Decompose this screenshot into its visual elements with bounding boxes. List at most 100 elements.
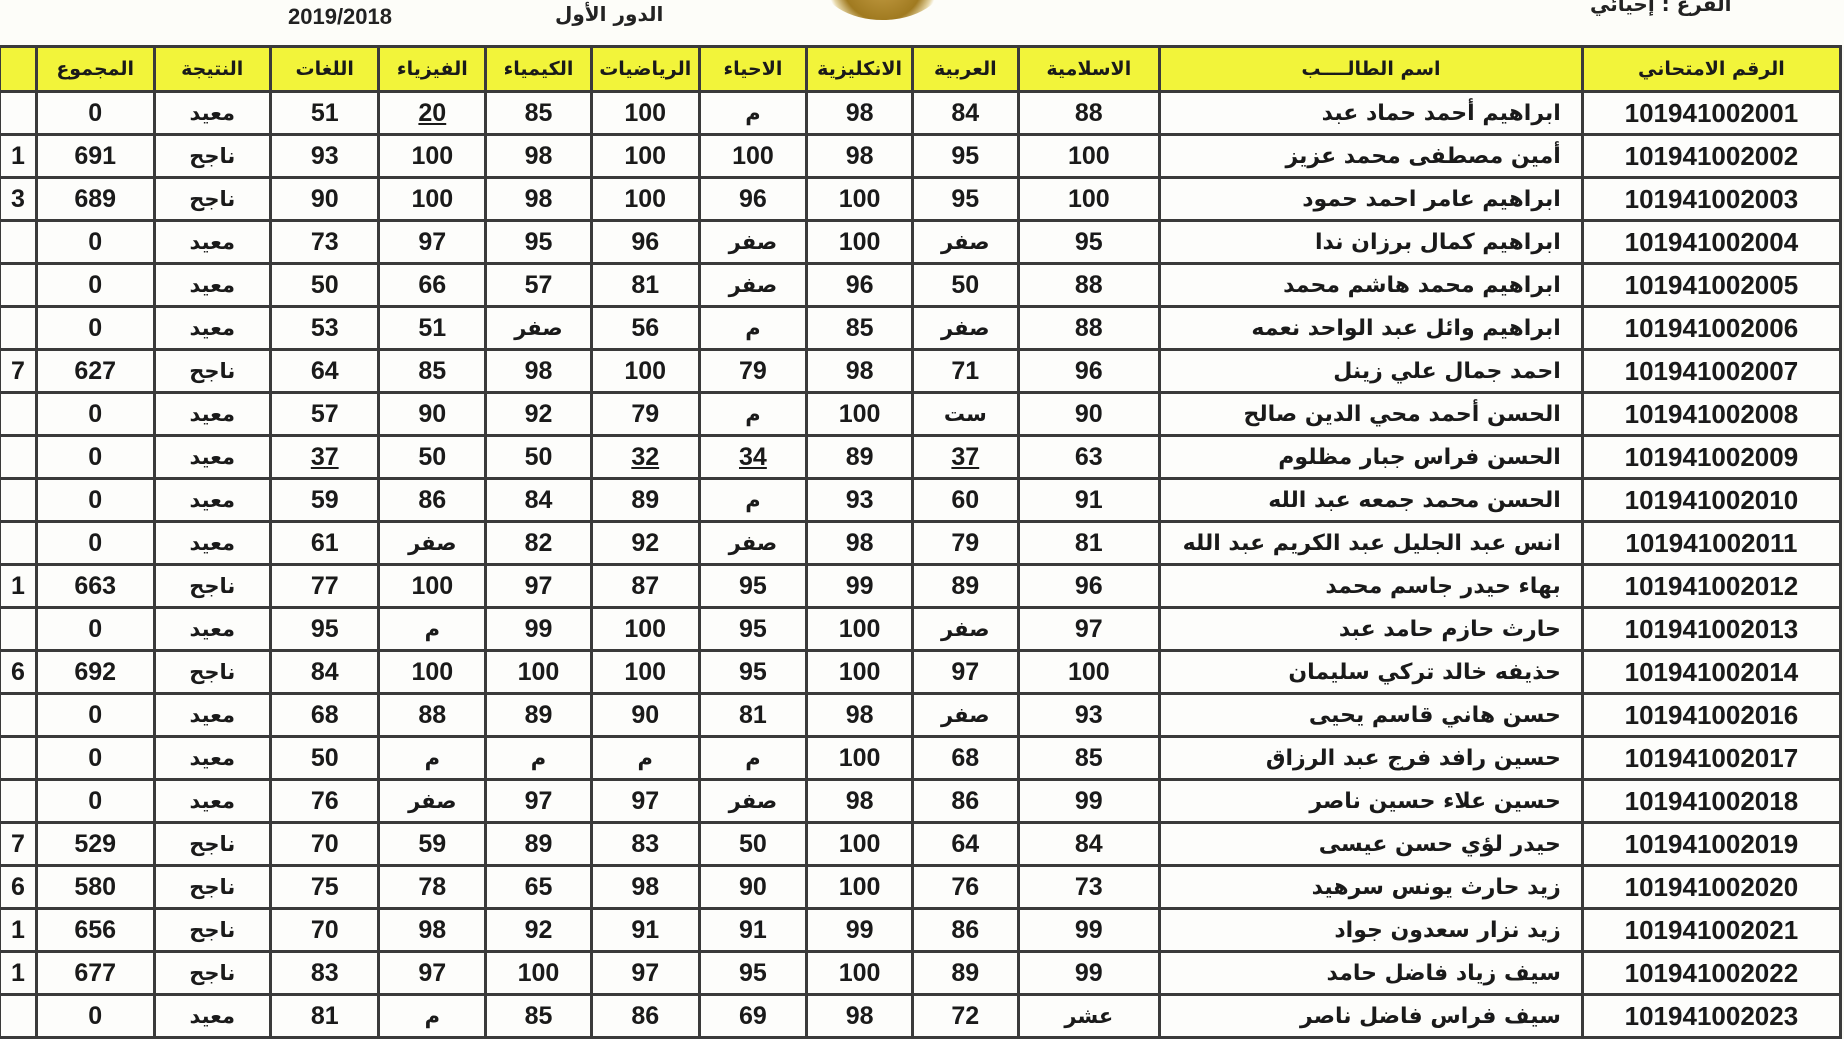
cell-biology: م <box>697 735 809 781</box>
table-row: 101941002004 ابراهيم كمال برزان ندا 95 صفر 1… <box>0 219 1843 265</box>
cell-biology: 96 <box>697 176 809 222</box>
cell-arabic: 68 <box>911 735 1020 781</box>
cell-exam-number: 101941002012 <box>1580 563 1843 609</box>
cell-arabic: 97 <box>911 649 1020 695</box>
cell-total: 689 <box>34 176 156 222</box>
cell-math: 83 <box>589 821 701 867</box>
table-row: 101941002013 حارث حازم حامد عبد 97 صفر 100 95… <box>0 606 1843 652</box>
cell-exam-number: 101941002007 <box>1580 348 1843 394</box>
cell-result: ناجح <box>152 907 272 953</box>
table-row: 101941002023 سيف فراس فاضل ناصر عشر 72 98 69 8… <box>0 993 1843 1039</box>
cell-math: 79 <box>589 391 701 437</box>
cell-math: 100 <box>589 348 701 394</box>
cell-biology: 34 <box>697 434 809 480</box>
table-row: 101941002006 ابراهيم وائل عبد الواحد نعمه… <box>0 305 1843 351</box>
cell-physics: 59 <box>377 821 488 867</box>
cell-exam-number: 101941002001 <box>1580 90 1843 136</box>
cell-extra <box>0 262 38 308</box>
header-arabic: العربية <box>911 45 1020 93</box>
cell-student-name: ابراهيم محمد هاشم محمد <box>1158 262 1584 308</box>
cell-extra <box>0 778 38 824</box>
table-row: 101941002012 بهاء حيدر جاسم محمد 96 89 99 95 8… <box>0 563 1843 609</box>
cell-chemistry: 82 <box>484 520 593 566</box>
cell-english: 98 <box>805 90 914 136</box>
cell-biology: م <box>697 391 809 437</box>
cell-english: 99 <box>805 907 914 953</box>
cell-languages: 93 <box>268 133 381 179</box>
cell-arabic: 50 <box>911 262 1020 308</box>
cell-extra <box>0 434 38 480</box>
cell-islamic: 90 <box>1016 391 1162 437</box>
cell-extra <box>0 90 38 136</box>
cell-student-name: ابراهيم عامر احمد حمود <box>1158 176 1584 222</box>
cell-physics: 20 <box>377 90 488 136</box>
cell-physics: 100 <box>377 563 488 609</box>
cell-extra: 1 <box>0 563 38 609</box>
cell-islamic: 99 <box>1016 778 1162 824</box>
cell-english: 100 <box>805 735 914 781</box>
cell-physics: م <box>377 735 488 781</box>
cell-biology: 69 <box>697 993 809 1039</box>
cell-result: معيد <box>152 520 272 566</box>
cell-extra: 1 <box>0 133 38 179</box>
cell-result: ناجح <box>152 649 272 695</box>
cell-extra <box>0 219 38 265</box>
cell-math: 98 <box>589 864 701 910</box>
cell-student-name: بهاء حيدر جاسم محمد <box>1158 563 1584 609</box>
cell-physics: 100 <box>377 176 488 222</box>
cell-arabic: 60 <box>911 477 1020 523</box>
cell-student-name: سيف زياد فاضل حامد <box>1158 950 1584 996</box>
cell-total: 0 <box>34 90 156 136</box>
cell-exam-number: 101941002002 <box>1580 133 1843 179</box>
table-row: 101941002016 حسن هاني قاسم يحيى 93 صفر 98 81 9… <box>0 692 1843 738</box>
cell-islamic: 95 <box>1016 219 1162 265</box>
cell-english: 100 <box>805 649 914 695</box>
cell-english: 93 <box>805 477 914 523</box>
cell-biology: صفر <box>697 520 809 566</box>
cell-chemistry: م <box>484 735 593 781</box>
cell-physics: 50 <box>377 434 488 480</box>
cell-english: 100 <box>805 864 914 910</box>
cell-exam-number: 101941002013 <box>1580 606 1843 652</box>
cell-chemistry: 89 <box>484 821 593 867</box>
cell-extra <box>0 606 38 652</box>
cell-islamic: 100 <box>1016 133 1162 179</box>
cell-chemistry: 100 <box>484 649 593 695</box>
cell-student-name: حارث حازم حامد عبد <box>1158 606 1584 652</box>
table-row: 101941002022 سيف زياد فاضل حامد 99 89 100 95 9… <box>0 950 1843 996</box>
cell-languages: 37 <box>268 434 381 480</box>
table-row: 101941002008 الحسن أحمد محي الدين صالح 90 س… <box>0 391 1843 437</box>
cell-result: معيد <box>152 735 272 781</box>
cell-english: 98 <box>805 133 914 179</box>
cell-physics: 97 <box>377 219 488 265</box>
cell-languages: 81 <box>268 993 381 1039</box>
cell-extra <box>0 735 38 781</box>
cell-result: معيد <box>152 305 272 351</box>
cell-chemistry: 95 <box>484 219 593 265</box>
cell-exam-number: 101941002017 <box>1580 735 1843 781</box>
cell-student-name: حسين علاء حسين ناصر <box>1158 778 1584 824</box>
cell-result: معيد <box>152 993 272 1039</box>
table-row: 101941002003 ابراهيم عامر احمد حمود 100 95 1… <box>0 176 1843 222</box>
cell-chemistry: 85 <box>484 993 593 1039</box>
cell-english: 100 <box>805 950 914 996</box>
cell-physics: 51 <box>377 305 488 351</box>
cell-total: 0 <box>34 520 156 566</box>
cell-student-name: أمين مصطفى محمد عزيز <box>1158 133 1584 179</box>
cell-islamic: 81 <box>1016 520 1162 566</box>
cell-result: معيد <box>152 606 272 652</box>
cell-student-name: سيف فراس فاضل ناصر <box>1158 993 1584 1039</box>
cell-arabic: 89 <box>911 563 1020 609</box>
table-row: 101941002018 حسين علاء حسين ناصر 99 86 98 صفر… <box>0 778 1843 824</box>
header-result: النتيجة <box>152 45 272 93</box>
cell-total: 0 <box>34 606 156 652</box>
cell-islamic: 96 <box>1016 348 1162 394</box>
cell-result: ناجح <box>152 821 272 867</box>
cell-languages: 57 <box>268 391 381 437</box>
header-student-name: اسم الطالــــب <box>1158 45 1584 93</box>
cell-extra <box>0 520 38 566</box>
cell-islamic: 88 <box>1016 305 1162 351</box>
cell-extra: 3 <box>0 176 38 222</box>
cell-languages: 50 <box>268 262 381 308</box>
cell-biology: 90 <box>697 864 809 910</box>
